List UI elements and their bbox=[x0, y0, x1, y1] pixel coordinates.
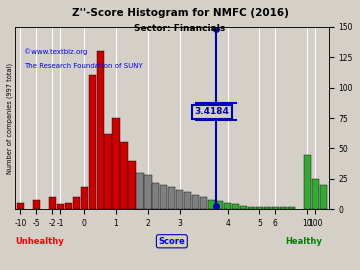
Bar bbox=[136, 173, 144, 209]
Y-axis label: Number of companies (997 total): Number of companies (997 total) bbox=[7, 62, 13, 174]
Bar bbox=[320, 185, 327, 209]
Bar bbox=[208, 200, 215, 209]
Text: Score: Score bbox=[158, 237, 185, 246]
Bar bbox=[240, 206, 247, 209]
Bar bbox=[304, 154, 311, 209]
Bar bbox=[104, 134, 112, 209]
Bar bbox=[312, 179, 319, 209]
Bar bbox=[184, 192, 192, 209]
Bar bbox=[17, 203, 24, 209]
Bar bbox=[112, 118, 120, 209]
Text: ©www.textbiz.org: ©www.textbiz.org bbox=[24, 49, 87, 55]
Bar bbox=[152, 183, 159, 209]
Bar bbox=[49, 197, 56, 209]
Bar bbox=[73, 197, 80, 209]
Bar bbox=[160, 185, 167, 209]
Text: The Research Foundation of SUNY: The Research Foundation of SUNY bbox=[24, 63, 143, 69]
Text: Sector: Financials: Sector: Financials bbox=[134, 24, 226, 33]
Bar bbox=[89, 75, 96, 209]
Text: Healthy: Healthy bbox=[285, 237, 322, 246]
Bar bbox=[81, 187, 88, 209]
Bar bbox=[272, 207, 279, 209]
Bar bbox=[33, 200, 40, 209]
Bar bbox=[65, 203, 72, 209]
Bar bbox=[232, 204, 239, 209]
Bar bbox=[192, 195, 199, 209]
Bar bbox=[288, 207, 295, 209]
Bar bbox=[129, 161, 136, 209]
Bar bbox=[224, 203, 231, 209]
Text: Unhealthy: Unhealthy bbox=[15, 237, 64, 246]
Bar bbox=[121, 142, 127, 209]
Bar bbox=[256, 207, 263, 209]
Text: Z''-Score Histogram for NMFC (2016): Z''-Score Histogram for NMFC (2016) bbox=[72, 8, 288, 18]
Bar bbox=[264, 207, 271, 209]
Bar bbox=[57, 204, 64, 209]
Bar bbox=[200, 197, 207, 209]
Bar bbox=[248, 207, 255, 209]
Bar bbox=[176, 190, 183, 209]
Bar bbox=[96, 51, 104, 209]
Text: 3.4184: 3.4184 bbox=[194, 107, 229, 116]
Bar bbox=[216, 201, 223, 209]
Bar bbox=[168, 187, 175, 209]
Bar bbox=[144, 175, 152, 209]
Bar bbox=[280, 207, 287, 209]
